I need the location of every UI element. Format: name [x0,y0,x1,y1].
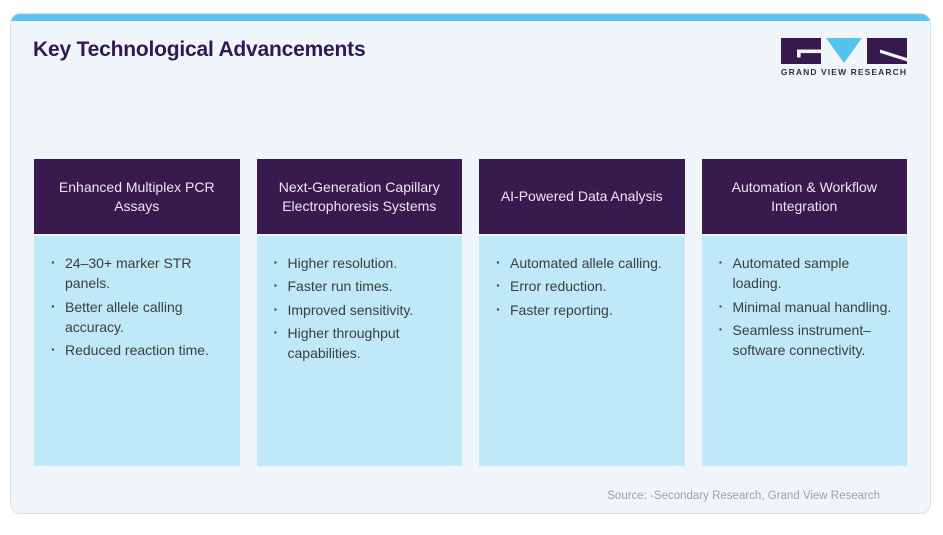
bullet-list: Higher resolution.Faster run times. Impro… [273,252,449,364]
bullet-item: Higher resolution. [273,252,449,273]
bullet-item: Automated sample loading. [718,252,894,294]
source-note: Source: -Secondary Research, Grand View … [607,490,880,502]
bullet-item: Seamless instrument–software connectivit… [718,319,894,361]
bullet-item: Improved sensitivity. [273,299,449,320]
bullet-list: 24–30+ marker STR panels.Better allele c… [50,252,226,360]
columns-grid: Enhanced Multiplex PCR Assays 24–30+ mar… [34,159,907,466]
logo-r-mark-icon [867,38,907,64]
column-card-2: Next-Generation Capillary Electrophoresi… [256,159,462,466]
header-row: Key Technological Advancements GRAND VIE… [33,32,908,77]
column-header: AI-Powered Data Analysis [479,159,685,234]
infographic-card: Key Technological Advancements GRAND VIE… [10,13,931,514]
logo-g-mark-icon [781,38,821,64]
logo-caption: GRAND VIEW RESEARCH [780,67,908,77]
column-card-3: AI-Powered Data Analysis Automated allel… [479,159,685,466]
bullet-item: Automated allele calling. [495,252,671,273]
bullet-item: Minimal manual handling. [718,296,894,317]
column-header-label: AI-Powered Data Analysis [500,188,663,205]
bullet-item: Better allele calling accuracy. [50,296,226,338]
bullet-item: Higher throughput capabilities. [273,322,449,364]
column-body: Automated sample loading.Minimal manual … [701,236,907,466]
column-header-label: Next-Generation Capillary Electrophoresi… [278,178,440,214]
bullet-item: Reduced reaction time. [50,339,226,360]
page-title: Key Technological Advancements [33,38,366,61]
gvr-logo: GRAND VIEW RESEARCH [780,38,908,77]
bullet-item: Error reduction. [495,275,671,296]
column-header: Next-Generation Capillary Electrophoresi… [256,159,462,234]
bullet-item: Faster run times. [273,275,449,296]
column-header-label: Automation & Workflow Integration [731,178,877,214]
column-body: Automated allele calling.Error reduction… [479,236,685,466]
column-header: Enhanced Multiplex PCR Assays [34,159,240,234]
column-card-4: Automation & Workflow Integration Automa… [701,159,907,466]
bullet-item: Faster reporting. [495,299,671,320]
logo-v-mark-icon [826,38,862,63]
top-accent-bar [11,14,930,21]
bullet-list: Automated allele calling.Error reduction… [495,252,671,320]
column-body: 24–30+ marker STR panels.Better allele c… [34,236,240,466]
gvr-logo-marks-icon [781,38,907,64]
bullet-item: 24–30+ marker STR panels. [50,252,226,294]
column-header: Automation & Workflow Integration [701,159,907,234]
column-card-1: Enhanced Multiplex PCR Assays 24–30+ mar… [34,159,240,466]
column-header-label: Enhanced Multiplex PCR Assays [58,178,215,214]
bullet-list: Automated sample loading.Minimal manual … [718,252,894,361]
column-body: Higher resolution.Faster run times. Impro… [256,236,462,466]
